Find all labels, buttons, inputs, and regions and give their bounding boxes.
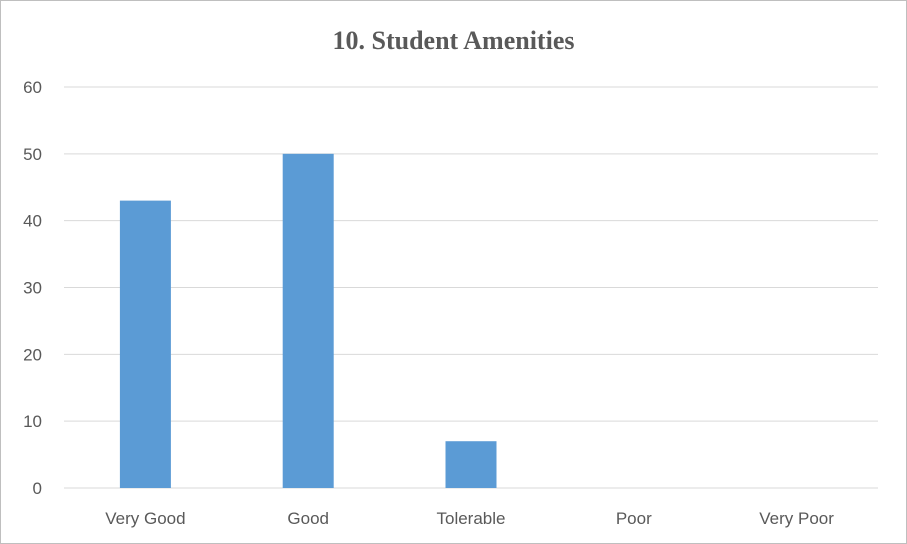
y-tick-label: 30 bbox=[23, 279, 42, 298]
y-tick-label: 0 bbox=[33, 479, 42, 498]
y-tick-label: 50 bbox=[23, 145, 42, 164]
x-tick-label: Very Good bbox=[105, 509, 185, 528]
y-tick-label: 60 bbox=[23, 78, 42, 97]
x-tick-label: Tolerable bbox=[437, 509, 506, 528]
chart-title: 10. Student Amenities bbox=[332, 26, 575, 55]
x-tick-label: Very Poor bbox=[759, 509, 834, 528]
bar-tolerable bbox=[445, 441, 497, 488]
y-tick-label: 10 bbox=[23, 412, 42, 431]
bar-very-good bbox=[119, 200, 171, 488]
y-tick-label: 40 bbox=[23, 212, 42, 231]
bar-good bbox=[282, 153, 334, 489]
y-tick-label: 20 bbox=[23, 345, 42, 364]
x-tick-label: Poor bbox=[616, 509, 652, 528]
x-tick-label: Good bbox=[287, 509, 329, 528]
